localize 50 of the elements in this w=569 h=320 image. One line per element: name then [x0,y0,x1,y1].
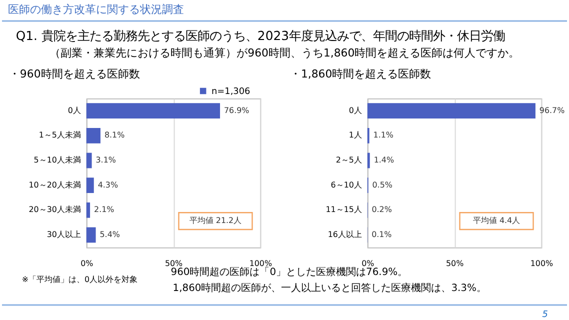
text: 1.4% [374,155,394,164]
bar [86,227,96,243]
annotation: 平均値 21.2人 [189,216,242,226]
text: 0.5% [372,180,392,190]
bar [367,103,536,119]
bar [86,103,220,119]
bar [86,178,94,194]
y-tick-label: 5～10人未満 [34,155,81,164]
text: 5 [542,310,548,320]
text: 1,860時間超の医師が、一人以上いると回答した医療機関は、3.3%。 [172,282,486,294]
y-tick-label: 0人 [68,106,81,115]
legend-label: n=1,306 [212,86,251,97]
annotation: 平均値 4.4人 [472,216,520,226]
y-tick-label: 16人以上 [328,230,362,239]
y-tick-label: 6～10人 [330,180,362,190]
x-tick-label: 0% [80,258,94,268]
x-tick-label: 0% [362,258,375,268]
x-tick-label: 50% [446,258,464,268]
y-tick-label: 11～15人 [326,205,362,214]
text: 2.1% [94,205,114,214]
chart-title: ・960時間を超える医師数 [8,68,140,81]
text: 76.9% [224,106,250,115]
y-tick-label: 0人 [348,106,362,115]
text: ※「平均値」は、0人以外を対象 [22,275,138,284]
text: 5.4% [100,230,120,239]
y-tick-label: 2～5人 [336,155,362,164]
y-tick-label: 20～30人未満 [28,205,81,214]
text: 0.2% [372,205,392,214]
text: 0.1% [372,230,392,239]
y-tick-label: 10～20人未満 [28,180,81,190]
y-tick-label: 1～5人未満 [38,130,81,140]
x-tick-label: 100% [249,258,272,268]
text: 960時間超の医師は「0」とした医療機関は76.9%。 [170,266,408,278]
bar [86,128,100,144]
text: 8.1% [104,130,125,140]
text: 3.1% [96,155,116,164]
x-tick-label: 50% [164,258,184,268]
chart-title: ・1,860時間を超える医師数 [290,68,432,81]
text: 96.7% [539,106,565,115]
text: 4.3% [98,180,118,190]
text: （副業・兼業先における時間も通算）が960時間、うち1,860時間を超える医師は何人ですか。 [50,46,520,60]
text: Q1. 貴院を主たる勤務先とする医師のうち、2023年度見込みで、年間の時間外・休日労働 [16,28,506,43]
bar [367,152,370,168]
bar [86,202,90,218]
x-tick-label: 100% [530,258,554,268]
y-tick-label: 30人以上 [46,230,81,239]
bar [86,152,92,168]
text: 医師の働き方改革に関する状況調査 [8,3,184,16]
text: 1.1% [373,130,394,140]
y-tick-label: 1人 [348,130,362,140]
